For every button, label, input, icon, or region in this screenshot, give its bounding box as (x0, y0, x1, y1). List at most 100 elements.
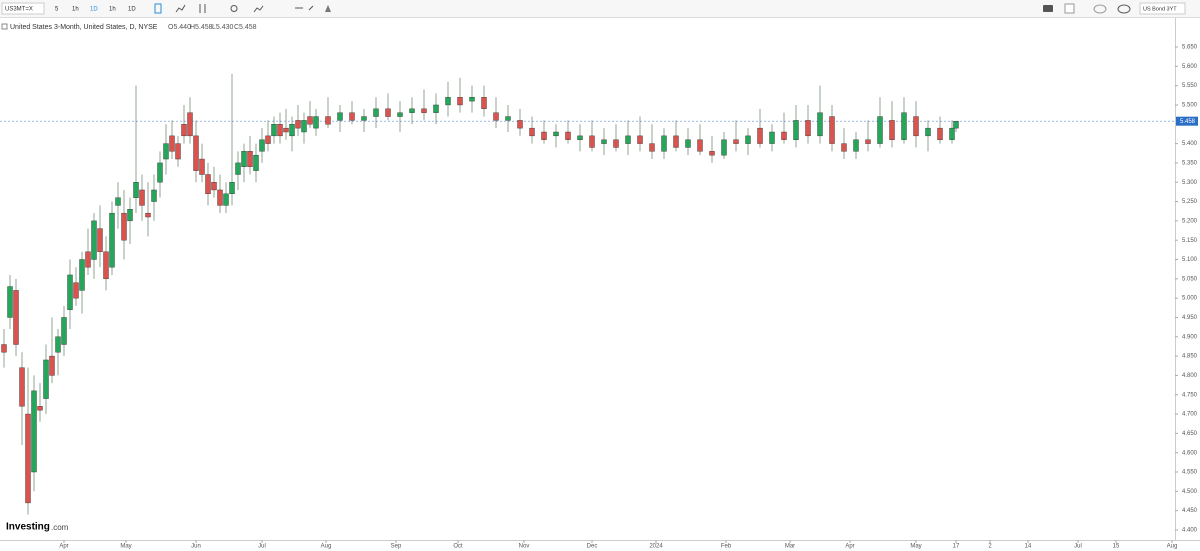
candle-body (601, 139, 607, 144)
x-tick-label: Jul (258, 544, 266, 550)
y-tick-label: 4.600 (1182, 450, 1198, 456)
y-tick-label: 5.200 (1182, 218, 1198, 224)
logo-suffix: .com (51, 523, 69, 532)
candle-body (745, 135, 751, 144)
candle-body (361, 116, 367, 121)
symbol[interactable]: US3MT=X (5, 7, 33, 13)
y-tick-label: 4.900 (1182, 334, 1198, 340)
candle-body (223, 193, 229, 206)
candle-body (115, 197, 121, 206)
candle-body (205, 174, 211, 195)
y-tick-label: 4.400 (1182, 528, 1198, 534)
interval-button[interactable]: 5 (55, 7, 59, 13)
last-price-box (1176, 116, 1198, 126)
collapse-icon[interactable] (1, 23, 8, 30)
candle-body (409, 108, 415, 113)
x-tick-label: Oct (453, 544, 463, 550)
candle-body (589, 135, 595, 148)
icon[interactable] (1043, 5, 1053, 12)
candle-body (145, 212, 151, 218)
logo-brand: Investing (6, 522, 50, 533)
right-box[interactable] (1139, 2, 1186, 15)
ohlc-label: L5.430 (212, 24, 234, 31)
x-tick-label: 15 (1113, 544, 1120, 550)
ohlc-label: O5.440 (168, 24, 191, 31)
candle-body (505, 116, 511, 121)
right-label[interactable]: US Bond 3YT (1143, 6, 1177, 12)
interval-button[interactable]: 1h (109, 7, 116, 13)
candle-body (301, 120, 307, 133)
toolbar (0, 0, 1200, 17)
candle-body (79, 259, 85, 291)
candle-body (133, 182, 139, 198)
candle-body (43, 359, 49, 399)
candle-body (481, 97, 487, 110)
candle-body (187, 112, 193, 137)
y-tick-label: 4.550 (1182, 470, 1198, 476)
candle-body (817, 112, 823, 137)
candle-body (127, 209, 133, 222)
candle-body (577, 135, 583, 140)
candle-body (697, 139, 703, 152)
candle-body (553, 131, 559, 137)
candle-body (853, 139, 859, 152)
icon[interactable] (1064, 3, 1075, 14)
icon[interactable] (253, 5, 264, 13)
candle-body (199, 158, 205, 175)
candle-body (349, 112, 355, 121)
candle-body (169, 135, 175, 152)
candle-body (949, 127, 955, 140)
icon[interactable] (1117, 4, 1131, 14)
icon[interactable] (154, 3, 162, 14)
candle-body (781, 131, 787, 140)
symbol-box[interactable] (1, 2, 45, 15)
interval-button[interactable]: 1D (90, 7, 98, 13)
ohlc-label: C5.458 (234, 24, 257, 31)
y-tick-label: 5.500 (1182, 103, 1198, 109)
y-tick-label: 4.450 (1182, 508, 1198, 514)
candle-body (193, 135, 199, 171)
candle-body (283, 127, 289, 133)
interval-button[interactable]: 1h (72, 7, 79, 13)
candle-body (121, 212, 127, 241)
candle-body (247, 151, 253, 167)
x-tick-label: May (910, 544, 921, 550)
candle-body (529, 127, 535, 137)
x-tick-label: 17 (953, 544, 960, 550)
candle-body (709, 151, 715, 156)
candle-body (175, 143, 181, 160)
candle-body (91, 220, 97, 260)
icon[interactable] (175, 4, 186, 13)
candle-body (661, 135, 667, 152)
candle-body (613, 139, 619, 148)
x-tick-label: Apr (59, 544, 68, 550)
candle-body (151, 189, 157, 202)
candle-body (625, 135, 631, 144)
candle-body (901, 112, 907, 140)
candle-body (433, 104, 439, 113)
candle-body (253, 154, 259, 171)
icon[interactable] (230, 5, 238, 12)
x-tick-label: Dec (587, 544, 598, 550)
candle-body (829, 116, 835, 144)
icon[interactable] (1093, 4, 1107, 14)
candle-body (637, 135, 643, 144)
candle-body (913, 116, 919, 137)
candle-body (685, 139, 691, 148)
y-tick-label: 4.650 (1182, 431, 1198, 437)
x-tick-label: Apr (845, 544, 854, 550)
interval-button[interactable]: 1D (128, 7, 136, 13)
candle-body (55, 336, 61, 353)
candle-body (805, 120, 811, 137)
candle-body (673, 135, 679, 148)
candle-body (49, 355, 55, 376)
icon[interactable] (199, 4, 206, 13)
candle-body (139, 189, 145, 206)
icon[interactable] (325, 5, 331, 12)
icon[interactable] (295, 5, 314, 11)
y-tick-label: 5.150 (1182, 238, 1198, 244)
candle-body (31, 390, 37, 473)
candle-body (517, 120, 523, 129)
candle-body (271, 124, 277, 137)
